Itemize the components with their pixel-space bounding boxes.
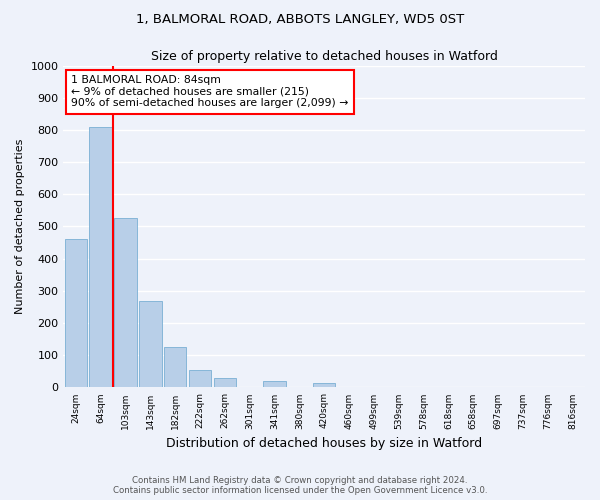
- Bar: [214, 378, 236, 388]
- Title: Size of property relative to detached houses in Watford: Size of property relative to detached ho…: [151, 50, 497, 63]
- Bar: [139, 300, 161, 388]
- Bar: [313, 382, 335, 388]
- Bar: [89, 126, 112, 388]
- X-axis label: Distribution of detached houses by size in Watford: Distribution of detached houses by size …: [166, 437, 482, 450]
- Bar: [115, 218, 137, 388]
- Text: Contains HM Land Registry data © Crown copyright and database right 2024.
Contai: Contains HM Land Registry data © Crown c…: [113, 476, 487, 495]
- Bar: [164, 347, 187, 388]
- Text: 1 BALMORAL ROAD: 84sqm
← 9% of detached houses are smaller (215)
90% of semi-det: 1 BALMORAL ROAD: 84sqm ← 9% of detached …: [71, 75, 349, 108]
- Bar: [65, 240, 87, 388]
- Bar: [263, 381, 286, 388]
- Bar: [189, 370, 211, 388]
- Y-axis label: Number of detached properties: Number of detached properties: [15, 139, 25, 314]
- Text: 1, BALMORAL ROAD, ABBOTS LANGLEY, WD5 0ST: 1, BALMORAL ROAD, ABBOTS LANGLEY, WD5 0S…: [136, 12, 464, 26]
